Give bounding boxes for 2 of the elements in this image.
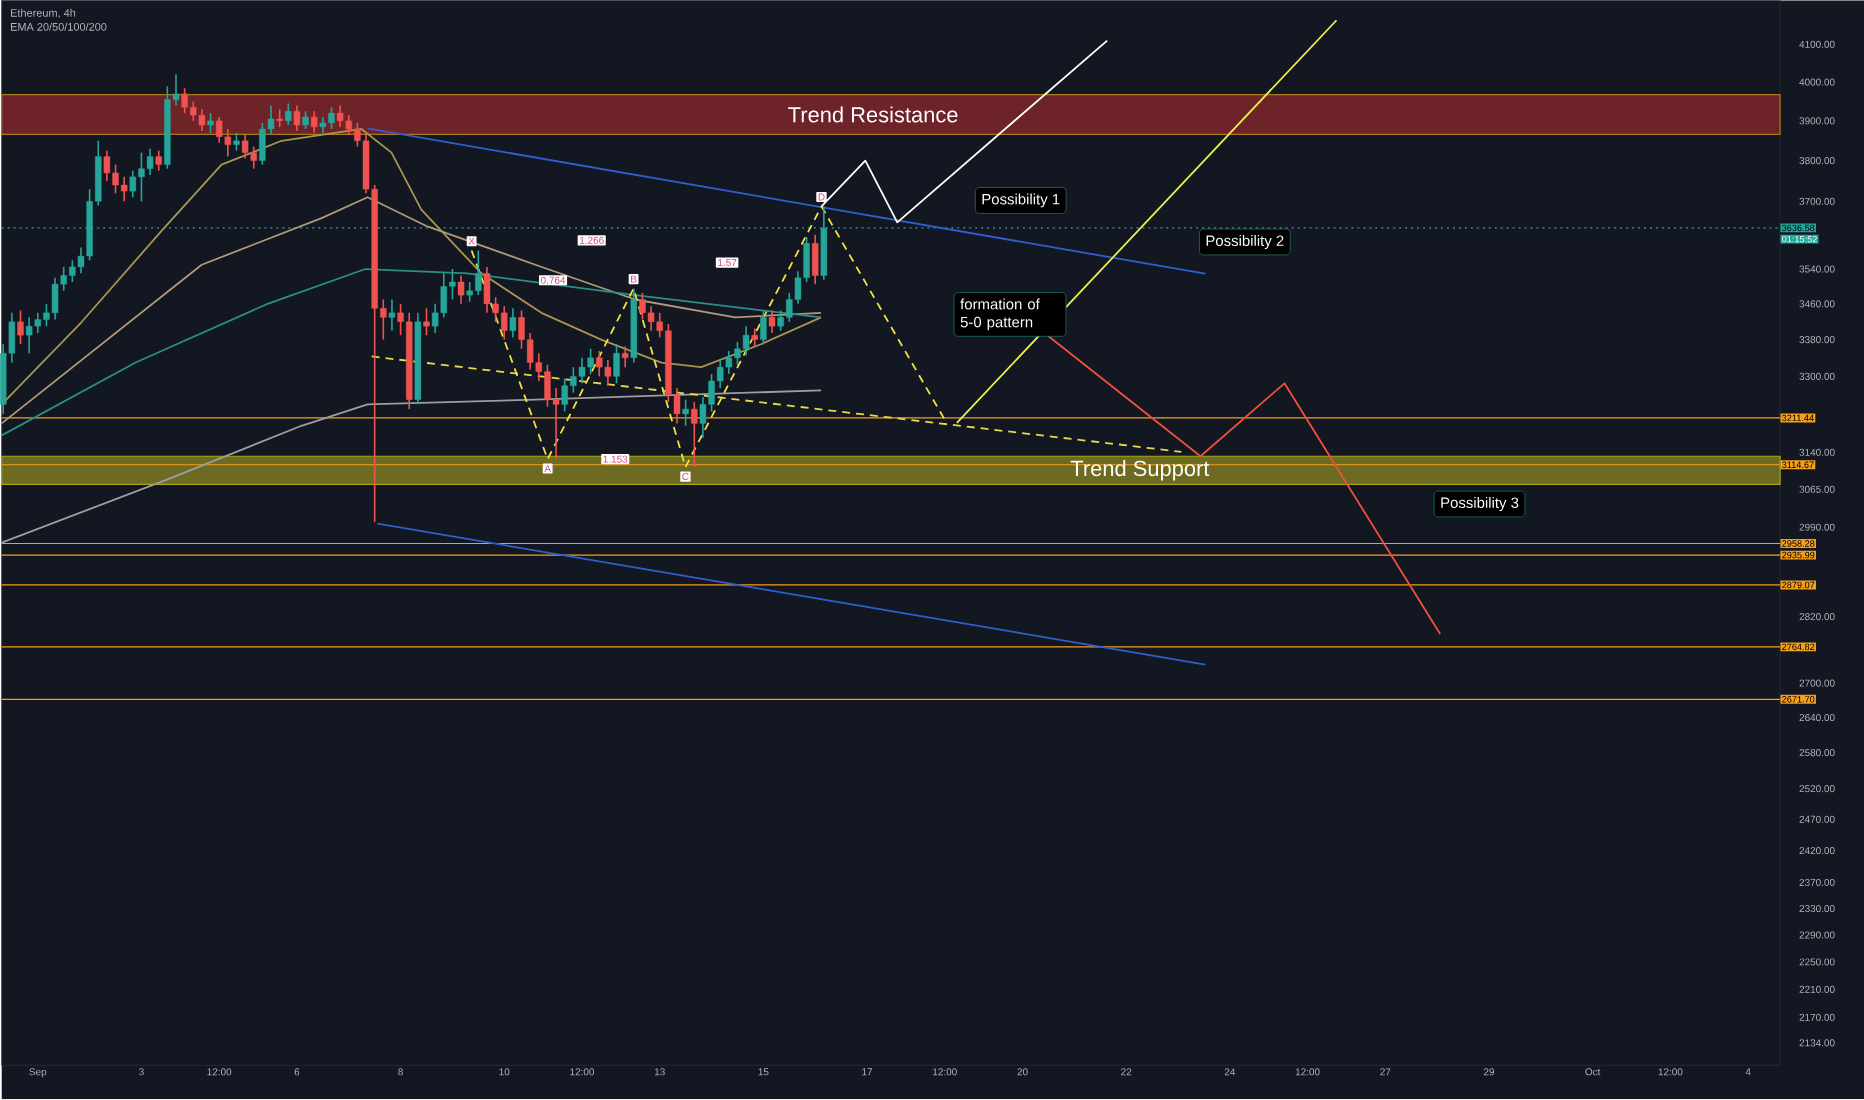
band-label: Trend Resistance: [788, 106, 958, 123]
band-label: Trend Support: [1070, 460, 1210, 481]
